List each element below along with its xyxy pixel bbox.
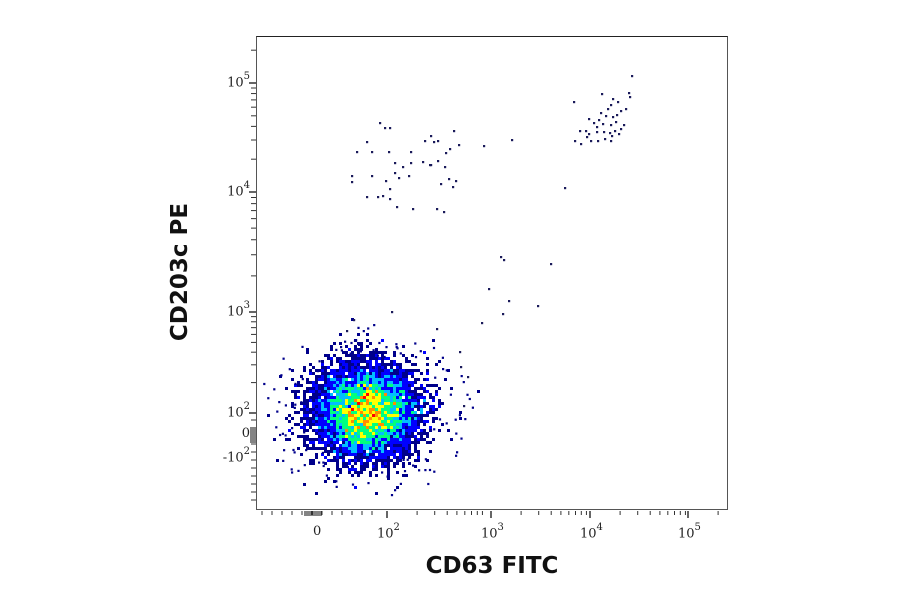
y-tick-label: 102 xyxy=(227,401,250,421)
y-tick-label: 103 xyxy=(227,300,250,320)
x-axis-title: CD63 FITC xyxy=(425,553,559,579)
x-tick-label: 103 xyxy=(481,522,504,542)
y-tick-label: 104 xyxy=(227,180,250,200)
x-tick-label: 102 xyxy=(377,522,400,542)
y-axis-title: CD203c PE xyxy=(167,202,193,342)
x-tick-label: 0 xyxy=(313,524,322,539)
y-tick-label: 0 xyxy=(241,426,250,441)
plot-area xyxy=(256,36,728,510)
y-tick-label: -102 xyxy=(222,446,250,466)
x-tick-label: 105 xyxy=(678,522,701,542)
y-tick-label: 105 xyxy=(227,71,250,91)
x-tick-label: 104 xyxy=(580,522,603,542)
